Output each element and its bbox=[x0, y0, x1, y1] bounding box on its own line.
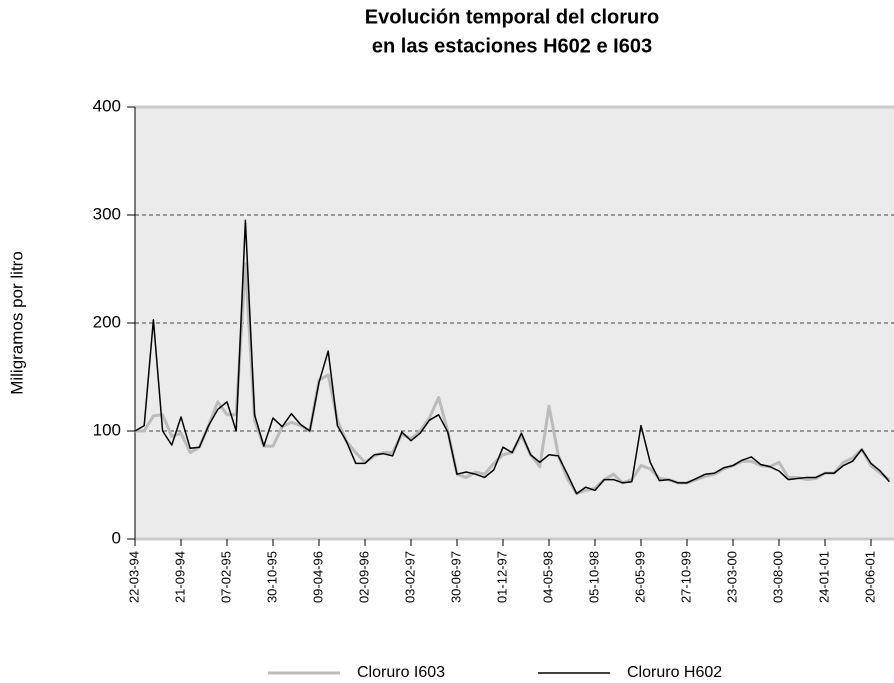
x-tick-label: 23-03-00 bbox=[724, 551, 739, 603]
y-tick-label: 200 bbox=[93, 312, 121, 331]
x-tick-label: 27-10-99 bbox=[678, 551, 693, 603]
x-tick-label: 01-12-97 bbox=[494, 551, 509, 603]
x-tick-label: 05-10-98 bbox=[586, 551, 601, 603]
x-tick-label: 30-10-95 bbox=[264, 551, 279, 603]
legend-label: Cloruro H602 bbox=[627, 664, 722, 681]
chart-title: Evolución temporal del cloruro bbox=[365, 6, 660, 28]
chart-title: en las estaciones H602 e I603 bbox=[372, 35, 652, 57]
x-tick-label: 02-09-96 bbox=[356, 551, 371, 603]
y-tick-label: 0 bbox=[112, 528, 121, 547]
x-tick-label: 30-06-97 bbox=[448, 551, 463, 603]
x-tick-label: 21-09-94 bbox=[172, 551, 187, 603]
y-tick-label: 100 bbox=[93, 420, 121, 439]
x-tick-label: 22-03-94 bbox=[126, 551, 141, 603]
y-axis-label: Miligramos por litro bbox=[7, 251, 26, 395]
x-tick-label: 03-02-97 bbox=[402, 551, 417, 603]
y-tick-label: 300 bbox=[93, 204, 121, 223]
x-tick-label: 04-05-98 bbox=[540, 551, 555, 603]
x-tick-label: 07-02-95 bbox=[218, 551, 233, 603]
y-tick-label: 400 bbox=[93, 96, 121, 115]
x-tick-label: 09-04-96 bbox=[310, 551, 325, 603]
x-tick-label: 26-05-99 bbox=[632, 551, 647, 603]
x-tick-label: 20-06-01 bbox=[862, 551, 877, 603]
x-tick-label: 03-08-00 bbox=[770, 551, 785, 603]
legend-label: Cloruro I603 bbox=[357, 664, 445, 681]
x-tick-label: 24-01-01 bbox=[816, 551, 831, 603]
series-line bbox=[134, 219, 890, 495]
